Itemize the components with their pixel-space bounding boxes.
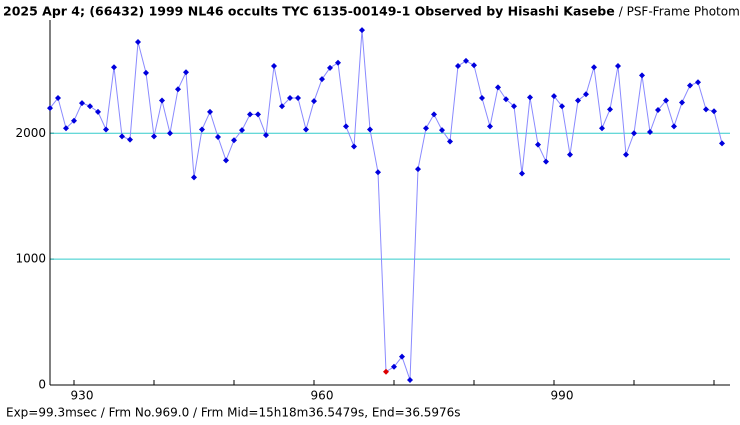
data-point xyxy=(87,103,93,110)
y-tick-label: 1000 xyxy=(15,252,46,266)
y-tick-label: 0 xyxy=(38,378,46,392)
data-point xyxy=(231,137,237,144)
y-tick-label: 2000 xyxy=(15,126,46,140)
data-point xyxy=(103,126,109,133)
data-point xyxy=(223,157,229,164)
data-point xyxy=(135,39,141,46)
data-point xyxy=(439,127,445,134)
data-point xyxy=(263,132,269,139)
data-point xyxy=(495,84,501,91)
data-point xyxy=(671,123,677,130)
data-point xyxy=(639,72,645,79)
data-point xyxy=(127,136,133,143)
data-point xyxy=(487,123,493,130)
data-point xyxy=(151,133,157,140)
data-point xyxy=(207,108,213,115)
data-point xyxy=(511,103,517,110)
data-point xyxy=(431,111,437,118)
data-point xyxy=(631,130,637,137)
data-point xyxy=(279,103,285,110)
data-point xyxy=(111,64,117,71)
data-point xyxy=(79,100,85,107)
data-point xyxy=(647,129,653,136)
data-point xyxy=(335,59,341,66)
data-point xyxy=(247,111,253,118)
data-point xyxy=(583,91,589,98)
x-tick-label: 990 xyxy=(551,389,574,403)
data-point xyxy=(535,141,541,148)
data-point xyxy=(455,62,461,69)
data-point xyxy=(623,151,629,158)
data-point xyxy=(95,108,101,115)
data-point xyxy=(527,94,533,101)
data-point xyxy=(215,134,221,141)
data-point xyxy=(143,69,149,76)
data-point xyxy=(383,368,389,375)
data-point xyxy=(407,376,413,383)
data-point xyxy=(399,353,405,360)
data-point xyxy=(447,138,453,145)
chart-title: 2025 Apr 4; (66432) 1999 NL46 occults TY… xyxy=(3,4,615,19)
data-point xyxy=(119,133,125,140)
data-point xyxy=(319,76,325,83)
data-point xyxy=(391,363,397,370)
data-point xyxy=(303,126,309,133)
data-point xyxy=(287,95,293,102)
data-point xyxy=(519,170,525,177)
data-point xyxy=(463,57,469,64)
data-point xyxy=(687,82,693,89)
data-point xyxy=(479,95,485,102)
data-point xyxy=(703,106,709,113)
footer: Exp=99.3msec / Frm No.969.0 / Frm Mid=15… xyxy=(6,406,461,420)
data-point xyxy=(695,79,701,86)
data-point xyxy=(239,127,245,134)
data-point xyxy=(351,143,357,150)
data-point xyxy=(615,62,621,69)
data-point xyxy=(271,62,277,69)
data-point xyxy=(47,105,53,112)
data-point xyxy=(55,95,61,102)
data-point xyxy=(607,106,613,113)
data-point xyxy=(575,97,581,104)
data-point xyxy=(175,86,181,93)
data-point xyxy=(543,158,549,165)
data-point xyxy=(183,69,189,76)
data-point xyxy=(423,125,429,132)
data-point xyxy=(71,117,77,124)
data-point xyxy=(327,64,333,71)
data-point xyxy=(503,96,509,103)
data-point xyxy=(191,174,197,181)
data-point xyxy=(367,126,373,133)
data-point xyxy=(375,169,381,176)
data-point xyxy=(679,99,685,106)
data-point xyxy=(359,27,365,34)
data-point xyxy=(199,126,205,133)
x-tick-label: 930 xyxy=(71,389,94,403)
data-point xyxy=(711,108,717,115)
data-point xyxy=(551,93,557,100)
data-point xyxy=(311,98,317,105)
data-point xyxy=(343,123,349,130)
data-point xyxy=(159,97,165,104)
chart-subtitle: / PSF-Frame Photome xyxy=(619,5,740,19)
data-point xyxy=(471,62,477,69)
data-point xyxy=(167,130,173,137)
data-point xyxy=(719,140,725,147)
data-point xyxy=(567,151,573,158)
data-point xyxy=(415,166,421,173)
data-point xyxy=(63,125,69,132)
data-point xyxy=(295,95,301,102)
data-point xyxy=(591,64,597,71)
data-point xyxy=(655,106,661,113)
data-point xyxy=(255,111,261,118)
data-point xyxy=(559,103,565,110)
data-point xyxy=(663,97,669,104)
x-tick-label: 960 xyxy=(311,389,334,403)
data-point xyxy=(599,125,605,132)
